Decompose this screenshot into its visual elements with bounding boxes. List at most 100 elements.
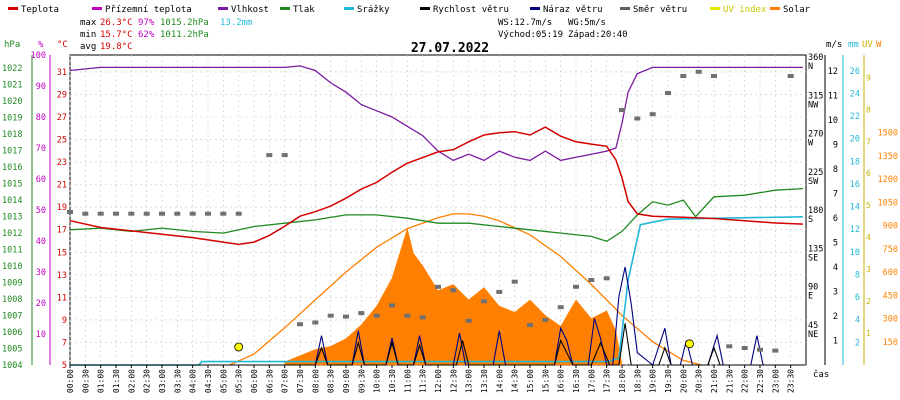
axis-pct-tick-5: 50: [36, 206, 46, 216]
axis-pct-tick-8: 20: [36, 299, 46, 309]
axis-wm2-tick-1: 1350: [878, 152, 898, 162]
axis-ms-tick-0: 12: [828, 67, 838, 77]
legend-label-3: Tlak: [293, 5, 315, 15]
axis-x-tick-11: 05:30: [235, 369, 244, 393]
stats-block: max 26.3°C 97% 1015.2hPa 13.2mm min 15.7…: [80, 18, 253, 52]
grid: [69, 54, 807, 366]
axis-hpa-tick-9: 1013: [2, 213, 22, 223]
stats-avg-label: avg: [80, 42, 96, 52]
legend-swatch-2: [218, 7, 228, 10]
wind-dir-point-17: [343, 314, 349, 319]
axis-x-tick-0: 00:00: [66, 369, 75, 393]
axis-mm-tick-1: 24: [850, 89, 860, 99]
wind-dir-point-30: [542, 317, 549, 322]
wind-wg: WG:5m/s: [568, 18, 606, 28]
wind-dir-point-15: [312, 320, 319, 325]
legend-swatch-6: [530, 7, 540, 10]
axis-ms-tick-1: 11: [828, 91, 838, 101]
axis-mm-tick-11: 4: [855, 316, 860, 326]
legend-swatch-9: [770, 7, 780, 10]
axis-x-tick-35: 17:30: [603, 369, 612, 393]
axis-wm2-tick-4: 900: [883, 222, 898, 232]
axis-x-tick-9: 04:30: [204, 369, 213, 393]
axis-mm-tick-9: 8: [855, 270, 860, 280]
wind-dir-point-37: [649, 112, 656, 117]
wind-dir-point-21: [404, 313, 411, 318]
wind-dir-point-43: [741, 346, 748, 350]
legend-swatch-0: [8, 7, 18, 10]
wind-dir-point-29: [527, 323, 533, 328]
axis-mm-tick-0: 26: [850, 67, 860, 77]
axis-pct-tick-9: 10: [36, 330, 46, 340]
legend-label-5: Rychlost větru: [433, 5, 509, 15]
wind-ws: WS:12.7m/s: [498, 18, 552, 28]
wind-dir-point-20: [389, 303, 395, 308]
chart-title: 27.07.2022: [411, 41, 489, 56]
axis-mm-tick-7: 12: [850, 225, 860, 235]
axis-uv-tick-0: 9: [866, 73, 871, 82]
legend-label-6: Náraz větru: [543, 5, 603, 15]
axis-wm2-tick-8: 300: [883, 315, 898, 325]
axis-dir-tick-5: 135: [808, 244, 823, 254]
axis-celsius-tick-2: 27: [57, 113, 67, 123]
axis-ms-tick-9: 3: [833, 287, 838, 297]
axis-x-tick-3: 01:30: [112, 369, 121, 393]
wind-dir-point-22: [419, 315, 426, 320]
axis-uv-tick-7: 2: [866, 297, 871, 306]
axis-x-tick-39: 19:30: [664, 369, 673, 393]
axis-uv-tick-5: 4: [866, 233, 871, 242]
wind-dir-point-19: [373, 313, 380, 318]
axis-uv-tick-6: 3: [866, 265, 871, 274]
stats-avg-temp: 19.8°C: [100, 42, 133, 52]
legend-swatch-1: [92, 7, 102, 10]
axis-x-tick-31: 15:30: [541, 369, 550, 393]
axis-ms-tick-10: 2: [833, 312, 838, 322]
axis-hpa-tick-5: 1017: [2, 147, 22, 157]
wind-dir-point-44: [757, 347, 763, 352]
axis-celsius-tick-8: 15: [57, 248, 67, 258]
legend-label-1: Přízemní teplota: [105, 5, 192, 15]
axis-x-tick-16: 08:00: [311, 369, 320, 393]
axis-dir-label-5: SE: [808, 253, 818, 263]
axis-dir-tick-6: 90: [808, 283, 818, 293]
series-solar-model: [229, 213, 702, 366]
axis-x-tick-5: 02:30: [143, 369, 152, 393]
axis-dir-label-1: NW: [808, 100, 819, 110]
wind-dir-point-32: [573, 284, 579, 289]
wind-dir-point-10: [220, 211, 227, 216]
axis-hpa-tick-12: 1010: [2, 262, 22, 272]
axis-mm-tick-8: 10: [850, 248, 860, 258]
axis-ms-unit: m/s: [826, 40, 842, 50]
axis-wm2-tick-3: 1050: [878, 198, 898, 208]
wind-dir-point-41: [711, 74, 717, 78]
legend-label-9: Solar: [783, 5, 811, 15]
axis-wm2-tick-7: 450: [883, 291, 898, 301]
axis-wm2-tick-5: 750: [883, 245, 898, 255]
wind-dir-point-38: [665, 91, 671, 95]
axis-x-tick-29: 14:30: [511, 369, 520, 393]
stats-min-hum: 62%: [138, 30, 155, 40]
axis-mm-tick-5: 16: [850, 180, 860, 190]
wind-dir-point-14: [297, 322, 303, 327]
axis-x-tick-10: 05:00: [219, 369, 228, 393]
wind-dir-point-16: [327, 313, 334, 318]
axis-x-tick-1: 00:30: [81, 369, 90, 393]
legend: Teplota Přízemní teplota Vlhkost Tlak Srážky…: [8, 5, 811, 15]
axis-x-tick-15: 07:30: [296, 369, 305, 393]
axis-x-title: čas: [813, 369, 829, 380]
wind-dir-point-24: [450, 288, 457, 293]
wind-dir-point-13: [281, 153, 288, 158]
axis-ms-tick-11: 1: [833, 336, 838, 346]
legend-label-0: Teplota: [21, 5, 59, 15]
axis-pct-tick-7: 30: [36, 268, 46, 278]
wind-dir-point-1: [82, 211, 89, 216]
legend-swatch-5: [420, 7, 430, 10]
axis-x-tick-37: 18:30: [633, 369, 642, 393]
wind-dir-point-45: [772, 348, 779, 353]
axis-wm2-tick-9: 150: [883, 338, 898, 348]
stats-max-rain: 13.2mm: [220, 18, 253, 28]
wind-dir-point-25: [465, 318, 472, 323]
axis-mm-tick-3: 20: [850, 135, 860, 145]
axis-celsius-tick-7: 17: [57, 226, 67, 236]
axis-dir-label-7: NE: [808, 330, 818, 340]
